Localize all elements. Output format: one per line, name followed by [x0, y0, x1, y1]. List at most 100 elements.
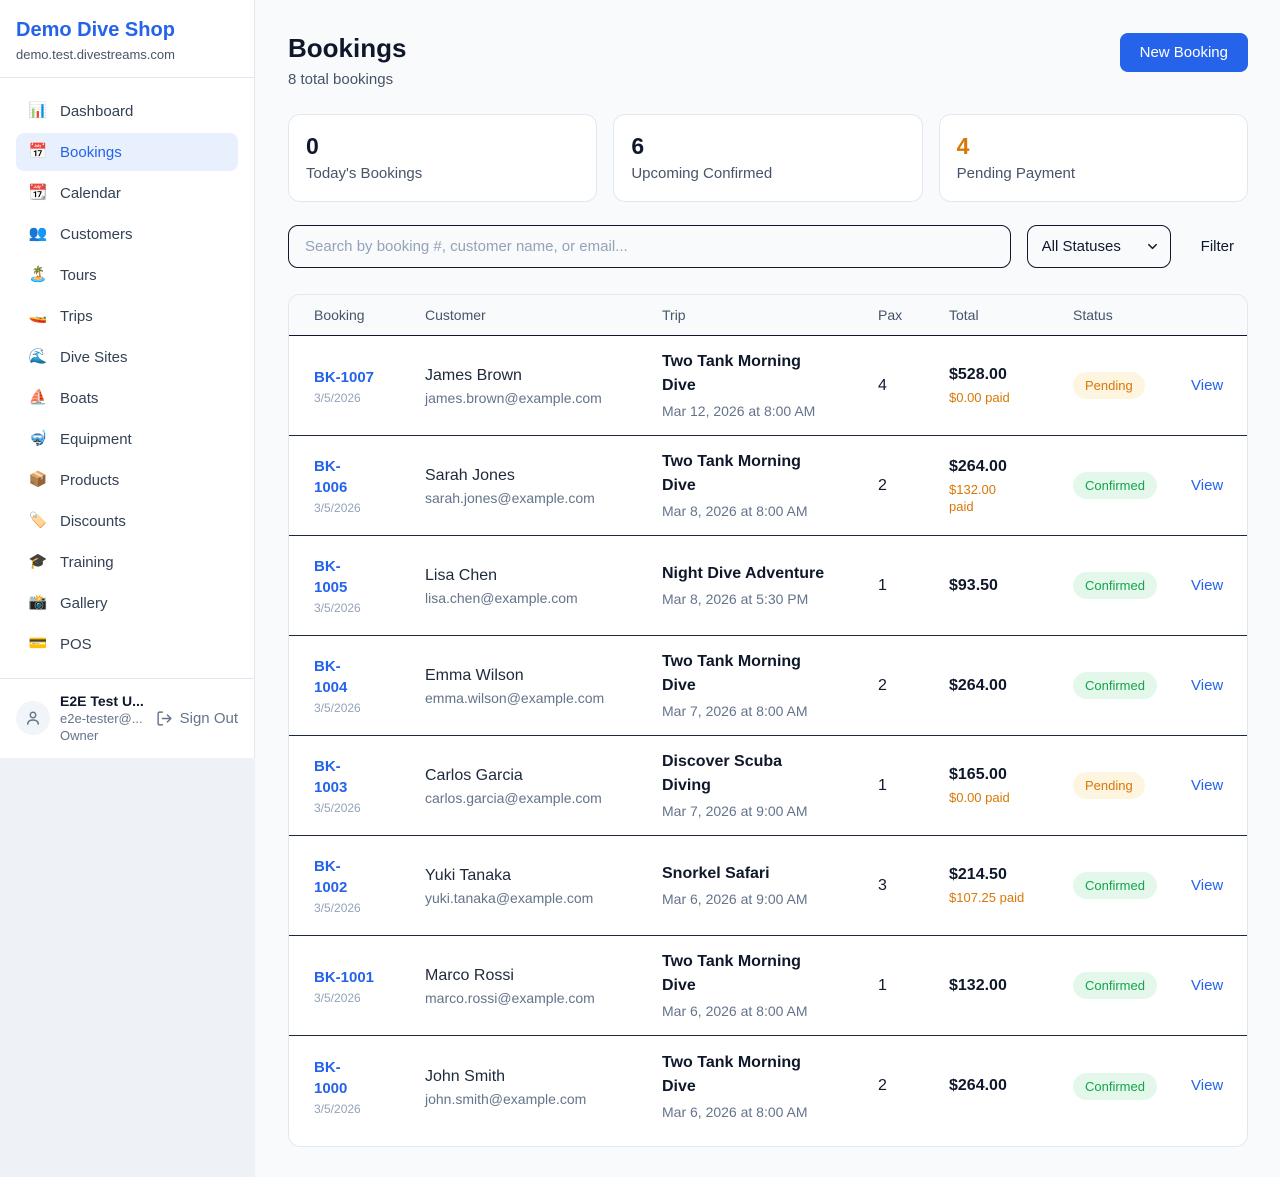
table-row: BK-1001 3/5/2026 Marco Rossi marco.rossi@ex… — [289, 936, 1247, 1036]
new-booking-button[interactable]: New Booking — [1119, 33, 1248, 72]
view-link[interactable]: View — [1191, 1077, 1224, 1094]
stat-card-today-s-bookings: 0 Today's Bookings — [288, 114, 598, 202]
trip-datetime: Mar 7, 2026 at 8:00 AM — [662, 703, 808, 719]
actions-cell: View — [1191, 777, 1223, 795]
booking-link[interactable]: BK-1004 — [314, 658, 348, 696]
view-link[interactable]: View — [1191, 576, 1224, 594]
actions-cell: View — [1191, 877, 1223, 895]
trip-name: Night Dive Adventure — [662, 565, 825, 582]
customer-name: Yuki Tanaka — [425, 867, 511, 884]
trip-name: Two Tank Morning Dive — [662, 953, 801, 994]
booking-date: 3/5/2026 — [314, 501, 361, 515]
sidebar-item-products[interactable]: 📦 Products — [16, 461, 238, 499]
booking-cell: BK-1004 3/5/2026 — [314, 656, 425, 715]
booking-cell: BK-1000 3/5/2026 — [314, 1057, 425, 1116]
trip-name: Two Tank Morning Dive — [662, 453, 801, 494]
booking-link[interactable]: BK-1003 — [314, 758, 348, 796]
view-link[interactable]: View — [1191, 876, 1224, 894]
status-cell: Confirmed — [1073, 472, 1191, 499]
status-cell: Pending — [1073, 372, 1191, 399]
sidebar-item-label: POS — [60, 635, 92, 653]
sidebar-item-boats[interactable]: ⛵ Boats — [16, 379, 238, 417]
stat-card-upcoming-confirmed: 6 Upcoming Confirmed — [613, 114, 923, 202]
customer-email: marco.rossi@example.com — [425, 990, 595, 1006]
booking-link[interactable]: BK-1000 — [314, 1058, 348, 1097]
person-icon — [27, 711, 39, 725]
calendar-icon: 📆 — [28, 184, 48, 201]
actions-cell: View — [1191, 477, 1223, 495]
paid-amount: $0.00 paid — [949, 390, 1010, 405]
view-link[interactable]: View — [1191, 776, 1224, 794]
status-filter-wrap: All Statuses — [1026, 225, 1171, 268]
total-cell: $165.00 $0.00 paid — [949, 764, 1073, 807]
booking-link[interactable]: BK-1007 — [314, 368, 375, 386]
actions-cell: View — [1191, 1077, 1223, 1095]
sidebar-item-equipment[interactable]: 🤿 Equipment — [16, 420, 238, 458]
status-badge: Confirmed — [1073, 872, 1157, 899]
stat-value: 6 — [631, 133, 645, 159]
customer-email: yuki.tanaka@example.com — [425, 890, 594, 906]
filter-button[interactable]: Filter — [1187, 238, 1248, 255]
table-body: BK-1007 3/5/2026 James Brown james.brown@ex… — [289, 336, 1247, 1136]
actions-cell: View — [1191, 577, 1223, 595]
booking-cell: BK-1006 3/5/2026 — [314, 456, 425, 515]
sidebar-item-discounts[interactable]: 🏷️ Discounts — [16, 502, 238, 540]
booking-link[interactable]: BK-1006 — [314, 458, 348, 496]
view-link[interactable]: View — [1191, 676, 1224, 694]
trip-cell: Discover Scuba Diving Mar 7, 2026 at 9:00… — [662, 750, 878, 821]
sidebar-item-bookings[interactable]: 📅 Bookings — [16, 133, 238, 171]
sidebar-item-dashboard[interactable]: 📊 Dashboard — [16, 92, 238, 130]
customer-cell: Emma Wilson emma.wilson@example.com — [425, 665, 662, 706]
customer-cell: Sarah Jones sarah.jones@example.com — [425, 465, 662, 506]
total-amount: $93.50 — [949, 576, 998, 594]
bookings-table: Booking Customer Trip Pax Total Status BK-100… — [288, 294, 1248, 1147]
diving-mask-icon: 🤿 — [28, 430, 48, 447]
sidebar-item-tours[interactable]: 🏝️ Tours — [16, 256, 238, 294]
stat-label: Pending Payment — [956, 165, 1076, 182]
total-amount: $264.00 — [949, 676, 1007, 694]
sidebar-item-dive-sites[interactable]: 🌊 Dive Sites — [16, 338, 238, 376]
customer-name: Lisa Chen — [425, 567, 498, 584]
stats-row: 0 Today's Bookings 6 Upcoming Confirmed 4 Pen… — [288, 114, 1248, 202]
view-link[interactable]: View — [1191, 476, 1224, 494]
status-filter-select[interactable]: All Statuses — [1026, 225, 1171, 268]
sidebar-item-training[interactable]: 🎓 Training — [16, 543, 238, 581]
sidebar-item-label: Tours — [60, 266, 97, 284]
customer-email: carlos.garcia@example.com — [425, 790, 602, 806]
customer-cell: Carlos Garcia carlos.garcia@example.com — [425, 765, 662, 806]
sidebar-item-customers[interactable]: 👥 Customers — [16, 215, 238, 253]
total-cell: $264.00 — [949, 1075, 1073, 1097]
brand-domain: demo.test.divestreams.com — [16, 47, 175, 62]
customer-name: Marco Rossi — [425, 967, 514, 984]
booking-link[interactable]: BK-1005 — [314, 558, 348, 596]
booking-link[interactable]: BK-1001 — [314, 968, 375, 986]
page-header: Bookings 8 total bookings New Booking — [288, 33, 1248, 88]
total-amount: $528.00 — [949, 366, 1007, 383]
sidebar-item-label: Gallery — [60, 594, 108, 612]
view-link[interactable]: View — [1191, 376, 1224, 394]
view-link[interactable]: View — [1191, 976, 1224, 994]
sidebar-item-pos[interactable]: 💳 POS — [16, 625, 238, 663]
column-header-pax: Pax — [878, 307, 903, 323]
stat-label: Upcoming Confirmed — [631, 165, 773, 182]
total-cell: $93.50 — [949, 575, 1073, 597]
paid-amount: $0.00 paid — [949, 790, 1010, 805]
sidebar-item-gallery[interactable]: 📸 Gallery — [16, 584, 238, 622]
sidebar-item-trips[interactable]: 🚤 Trips — [16, 297, 238, 335]
speedboat-icon: 🚤 — [28, 307, 48, 324]
pax-value: 2 — [878, 476, 887, 494]
trip-name: Two Tank Morning Dive — [662, 353, 801, 394]
trip-name: Discover Scuba Diving — [662, 753, 783, 794]
sidebar-item-label: Dive Sites — [60, 348, 128, 366]
sign-out-button[interactable]: Sign Out — [156, 710, 238, 727]
status-badge: Pending — [1073, 372, 1145, 399]
customer-name: Sarah Jones — [425, 467, 515, 484]
search-input[interactable] — [288, 225, 1011, 268]
booking-link[interactable]: BK-1002 — [314, 858, 348, 896]
sidebar-item-calendar[interactable]: 📆 Calendar — [16, 174, 238, 212]
total-cell: $132.00 — [949, 975, 1073, 997]
sidebar-item-label: Customers — [60, 225, 133, 243]
booking-date: 3/5/2026 — [314, 901, 361, 915]
trip-name: Two Tank Morning Dive — [662, 653, 801, 694]
customer-email: sarah.jones@example.com — [425, 490, 595, 506]
